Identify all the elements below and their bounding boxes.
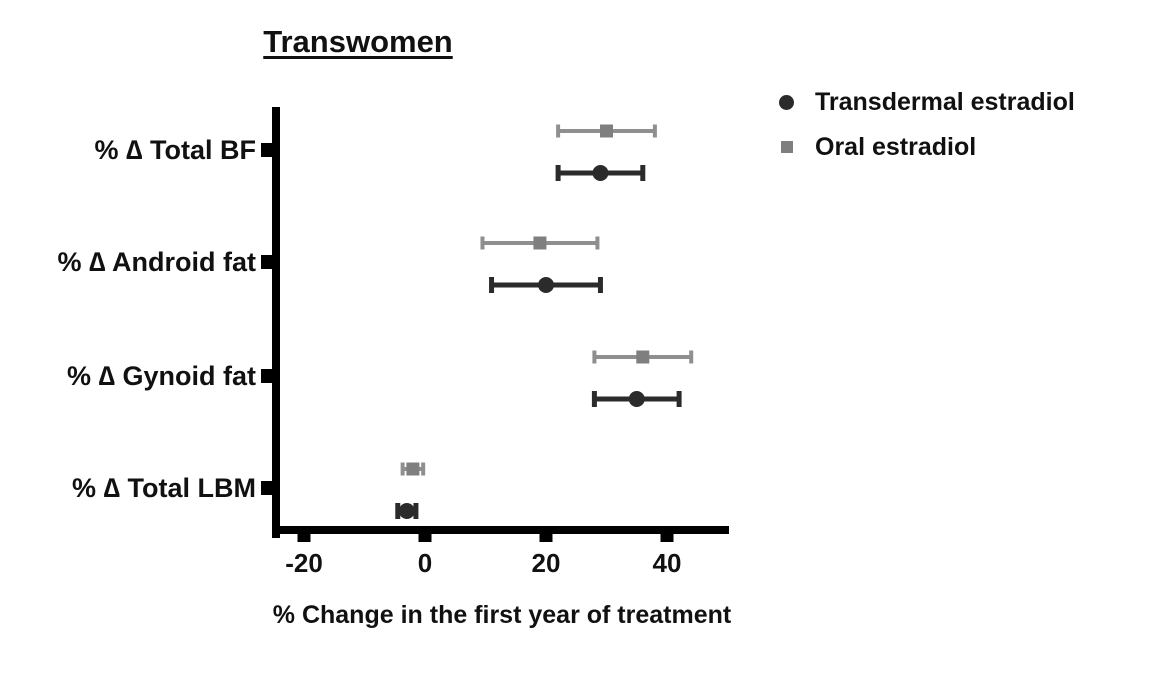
y-category-label: % ∆ Android fat (57, 247, 256, 277)
legend-item-oral: Oral estradiol (779, 131, 1075, 163)
x-axis-line (272, 526, 729, 534)
mean-marker-square (533, 236, 547, 250)
y-category-label: % ∆ Total BF (94, 135, 256, 165)
circle-marker-icon (779, 94, 794, 110)
x-tick (539, 533, 553, 542)
mean-marker-circle (538, 277, 554, 293)
square-marker-icon (781, 141, 793, 153)
mean-marker-square (636, 350, 650, 364)
legend-label-oral: Oral estradiol (815, 132, 977, 161)
y-category-label: % ∆ Total LBM (72, 473, 256, 503)
x-tick (297, 533, 311, 542)
mean-marker-circle (628, 391, 645, 407)
y-tick (261, 481, 272, 495)
mean-marker-circle (398, 503, 415, 519)
y-category-label: % ∆ Gynoid fat (67, 361, 256, 391)
x-axis-title: % Change in the first year of treatment (272, 601, 732, 629)
chart-title: Transwomen (263, 24, 453, 59)
y-tick (261, 143, 272, 157)
y-axis-spine (272, 107, 280, 538)
legend: Transdermal estradiol Oral estradiol (779, 86, 1075, 176)
y-tick (261, 255, 272, 269)
x-tick (418, 533, 432, 542)
legend-item-transdermal: Transdermal estradiol (779, 86, 1075, 118)
x-tick (660, 533, 674, 542)
mean-marker-square (600, 124, 613, 138)
x-tick-label: 0 (418, 548, 432, 578)
mean-marker-circle (592, 165, 609, 181)
mean-marker-square (406, 462, 420, 476)
x-tick-label: -20 (285, 548, 323, 578)
legend-label-transdermal: Transdermal estradiol (815, 87, 1075, 116)
y-tick (261, 369, 272, 383)
x-tick-label: 20 (532, 548, 561, 578)
x-tick-label: 40 (653, 548, 682, 578)
